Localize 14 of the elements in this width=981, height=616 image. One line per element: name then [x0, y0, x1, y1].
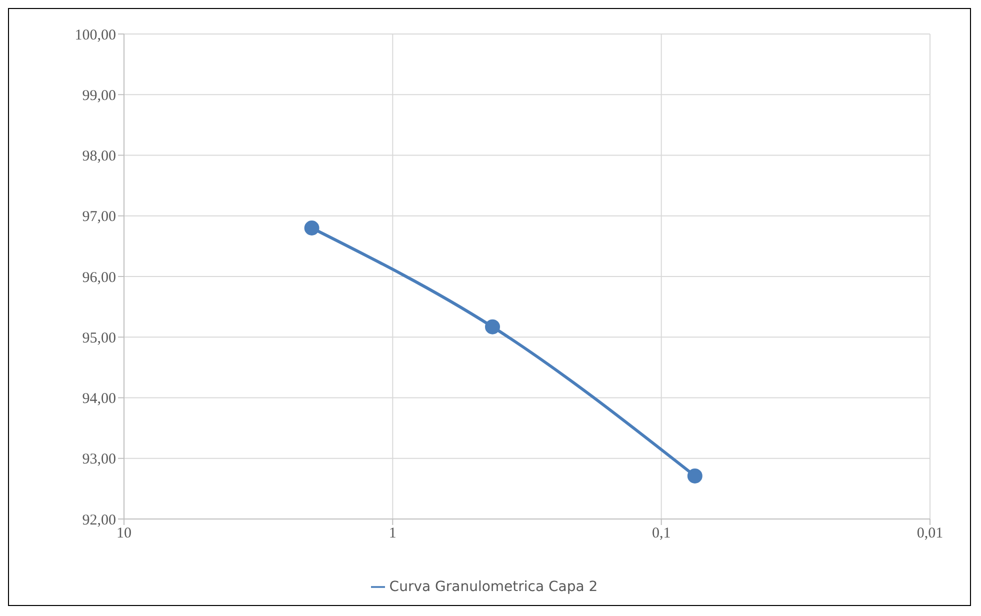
x-tick-label: 10: [116, 526, 132, 542]
y-tick-label: 99,00: [82, 88, 116, 104]
y-tick-label: 92,00: [82, 512, 116, 528]
y-tick-label: 98,00: [82, 148, 116, 165]
y-tick-label: 95,00: [82, 330, 116, 346]
x-tick-label: 1: [388, 526, 396, 542]
y-tick-label: 94,00: [82, 391, 116, 408]
legend-label: Curva Granulometrica Capa 2: [389, 579, 598, 595]
x-tick-label: 0,01: [916, 526, 944, 542]
y-tick-label: 100,00: [74, 27, 116, 44]
x-tick-label: 0,1: [652, 526, 671, 542]
y-tick-label: 96,00: [82, 270, 116, 286]
y-tick-label: 97,00: [82, 209, 116, 226]
y-tick-label: 93,00: [82, 452, 116, 468]
